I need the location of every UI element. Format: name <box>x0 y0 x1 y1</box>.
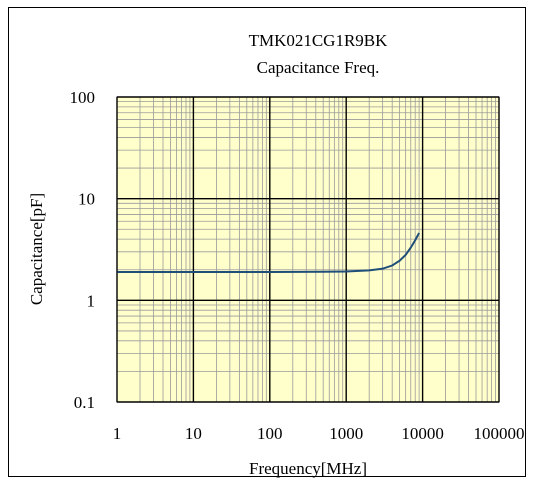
y-tick-label: 1 <box>87 291 96 310</box>
y-tick-label: 10 <box>78 190 95 209</box>
x-tick-label: 10000 <box>401 424 444 443</box>
plot-area <box>117 97 499 402</box>
y-tick-label: 0.1 <box>74 393 95 412</box>
y-axis-label: Capacitance[pF] <box>27 193 46 305</box>
y-tick-labels: 100 10 1 0.1 <box>70 88 96 412</box>
x-tick-label: 100 <box>257 424 283 443</box>
x-axis-label: Frequency[MHz] <box>249 459 367 478</box>
x-tick-label: 1000 <box>329 424 363 443</box>
chart-subtitle: Capacitance Freq. <box>257 58 380 77</box>
chart-title: TMK021CG1R9BK <box>249 31 389 50</box>
x-tick-labels: 1 10 100 1000 10000 100000 <box>113 424 525 443</box>
x-tick-label: 100000 <box>474 424 525 443</box>
x-tick-label: 1 <box>113 424 122 443</box>
y-tick-label: 100 <box>70 88 96 107</box>
x-tick-label: 10 <box>185 424 202 443</box>
